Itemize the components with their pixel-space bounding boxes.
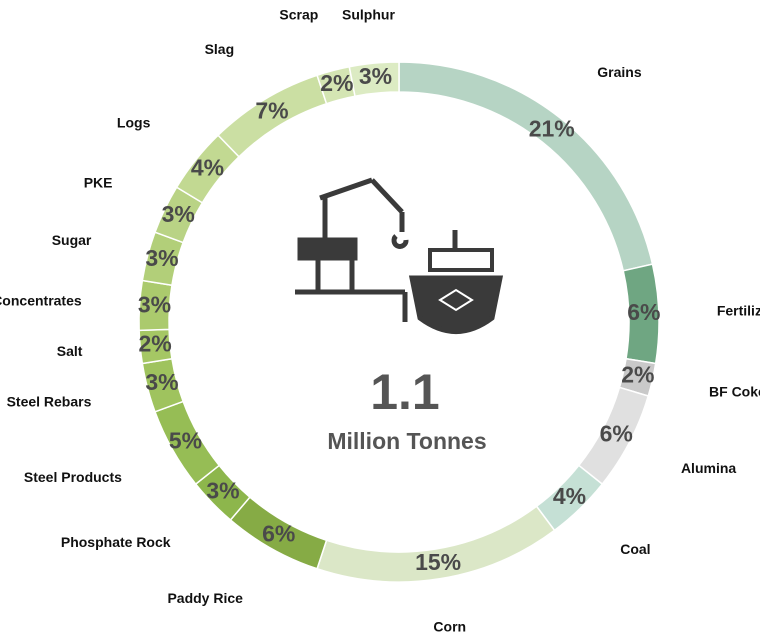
value-label: 21%: [529, 116, 575, 142]
category-label: Phosphate Rock: [61, 534, 171, 550]
value-label: 3%: [145, 245, 178, 271]
value-label: 3%: [206, 478, 239, 504]
category-label: Coal: [620, 541, 650, 557]
category-label: Concentrates: [0, 292, 82, 308]
value-label: 2%: [139, 331, 172, 357]
category-label: Grains: [597, 64, 642, 80]
value-label: 4%: [191, 154, 224, 180]
category-label: Fertilizers: [717, 303, 760, 319]
category-label: Steel Products: [24, 469, 122, 485]
value-label: 5%: [169, 427, 202, 453]
center-value: 1.1: [370, 364, 440, 420]
category-label: Paddy Rice: [167, 590, 243, 606]
category-label: Sugar: [52, 232, 92, 248]
value-label: 3%: [138, 291, 171, 317]
value-label: 3%: [145, 369, 178, 395]
category-label: Sulphur: [342, 7, 395, 23]
category-label: Corn: [433, 619, 466, 635]
port-illustration: [295, 180, 500, 332]
value-label: 6%: [627, 299, 660, 325]
category-label: Salt: [57, 343, 83, 359]
value-label: 6%: [262, 521, 295, 547]
category-label: Steel Rebars: [7, 393, 92, 409]
value-label: 3%: [162, 201, 195, 227]
value-label: 7%: [255, 98, 288, 124]
donut-segment: [399, 62, 652, 271]
page: {"chart_data": {"type": "donut", "center…: [0, 0, 760, 641]
category-label: Alumina: [681, 460, 736, 476]
value-label: 3%: [359, 63, 392, 89]
value-label: 6%: [600, 420, 633, 446]
value-label: 2%: [621, 362, 654, 388]
category-label: BF Coke: [709, 383, 760, 399]
value-label: 2%: [320, 70, 353, 96]
category-label: Scrap: [279, 7, 318, 23]
value-label: 15%: [415, 549, 461, 575]
value-label: 4%: [553, 483, 586, 509]
category-label: Logs: [117, 114, 151, 130]
category-label: Slag: [205, 41, 235, 57]
category-label: PKE: [84, 175, 113, 191]
center-label: Million Tonnes: [327, 428, 486, 454]
chart: 1.1 Million Tonnes 21% Grains 6% Fertilizer…: [0, 0, 760, 641]
